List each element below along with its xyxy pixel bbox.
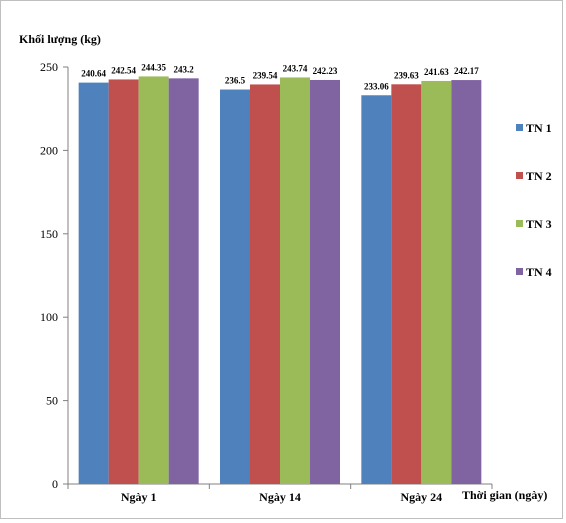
legend-label: TN 3 xyxy=(526,217,552,231)
legend-label: TN 1 xyxy=(526,121,552,135)
bar xyxy=(361,95,392,484)
data-label: 242.17 xyxy=(454,66,479,76)
y-axis-title: Khối lượng (kg) xyxy=(19,32,101,46)
bar xyxy=(168,78,199,484)
legend-swatch xyxy=(516,268,523,275)
bar xyxy=(310,79,340,484)
y-tick-label: 100 xyxy=(40,310,58,324)
data-label: 236.5 xyxy=(225,76,246,86)
legend-swatch xyxy=(516,220,523,227)
bar xyxy=(250,84,280,485)
data-label: 239.54 xyxy=(253,70,278,80)
legend-item: TN 2 xyxy=(516,169,552,183)
x-tick-label: Ngày 1 xyxy=(121,490,157,504)
y-axis: 0 50 100 150 200 250 xyxy=(40,60,69,491)
data-label: 241.63 xyxy=(424,67,449,77)
y-tick-label: 150 xyxy=(40,227,58,241)
legend-item: TN 4 xyxy=(516,265,552,279)
bar xyxy=(220,89,250,484)
data-label: 242.23 xyxy=(313,66,338,76)
legend-label: TN 2 xyxy=(526,169,552,183)
legend-item: TN 3 xyxy=(516,217,552,231)
data-label: 240.64 xyxy=(81,69,106,79)
x-axis-title: Thời gian (ngày) xyxy=(462,488,547,502)
y-tick-label: 0 xyxy=(52,477,58,491)
data-label: 242.54 xyxy=(111,65,136,75)
data-label: 244.35 xyxy=(141,62,166,72)
bar xyxy=(391,84,422,485)
x-axis: Ngày 1 Ngày 14 Ngày 24 xyxy=(67,483,493,504)
bar xyxy=(451,80,482,485)
data-label: 243.2 xyxy=(174,64,195,74)
x-tick-label: Ngày 24 xyxy=(400,490,442,504)
legend-item: TN 1 xyxy=(516,121,552,135)
bar xyxy=(421,80,452,485)
data-label: 233.06 xyxy=(364,81,389,91)
legend-label: TN 4 xyxy=(526,265,552,279)
bar xyxy=(108,79,139,484)
y-tick-label: 50 xyxy=(46,394,58,408)
y-tick-label: 200 xyxy=(40,143,58,157)
x-tick-label: Ngày 14 xyxy=(259,490,301,504)
legend-swatch xyxy=(516,124,523,131)
bar xyxy=(280,77,310,484)
y-tick-label: 250 xyxy=(40,60,58,74)
bars: 240.64 242.54 244.35 243.2 236.5 239.54 243.74… xyxy=(78,62,482,485)
bar xyxy=(78,82,109,484)
data-label: 243.74 xyxy=(283,63,308,73)
legend: TN 1 TN 2 TN 3 TN 4 xyxy=(516,121,552,279)
legend-swatch xyxy=(516,172,523,179)
data-label: 239.63 xyxy=(394,70,419,80)
bar xyxy=(138,76,169,485)
